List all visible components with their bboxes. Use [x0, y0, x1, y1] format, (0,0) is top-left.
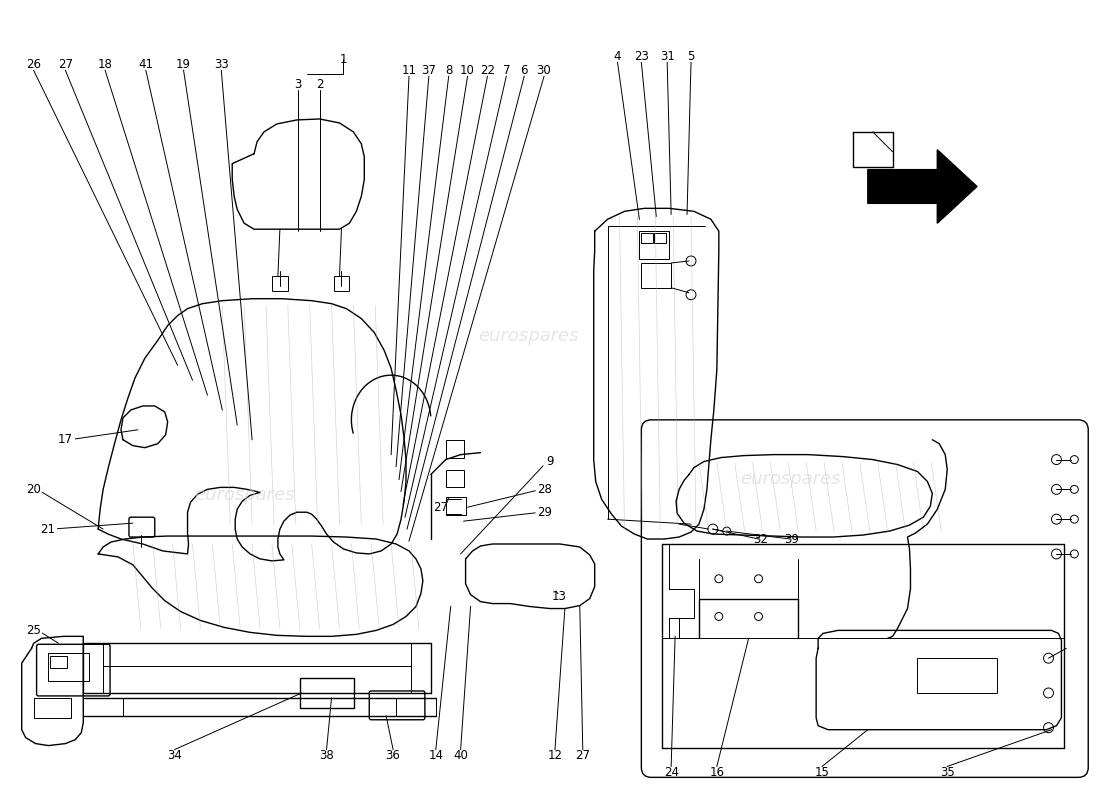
Bar — [333, 276, 350, 290]
Text: 27: 27 — [58, 58, 73, 71]
Text: 1: 1 — [340, 53, 348, 66]
Text: 40: 40 — [453, 749, 469, 762]
Text: 8: 8 — [446, 64, 452, 77]
Text: 35: 35 — [939, 766, 955, 779]
Text: 13: 13 — [551, 590, 566, 603]
Text: 36: 36 — [386, 749, 400, 762]
Text: 37: 37 — [421, 64, 437, 77]
Text: 5: 5 — [688, 50, 695, 63]
Bar — [299, 678, 354, 708]
Text: 10: 10 — [460, 64, 475, 77]
Bar — [446, 440, 463, 458]
Bar — [917, 658, 997, 693]
Text: 28: 28 — [538, 483, 552, 496]
Text: 15: 15 — [815, 766, 829, 779]
Text: 12: 12 — [548, 749, 562, 762]
Text: 34: 34 — [167, 749, 183, 762]
Text: 29: 29 — [538, 506, 552, 518]
Bar — [34, 698, 72, 718]
Text: 16: 16 — [710, 766, 724, 779]
Bar — [50, 656, 67, 668]
Text: 14: 14 — [428, 749, 443, 762]
Text: 4: 4 — [614, 50, 622, 63]
Bar — [446, 498, 465, 515]
Text: 33: 33 — [213, 58, 229, 71]
Polygon shape — [868, 150, 977, 223]
Text: 38: 38 — [319, 749, 334, 762]
Text: 21: 21 — [40, 522, 55, 535]
Bar — [641, 233, 653, 243]
Text: 19: 19 — [176, 58, 191, 71]
Text: 25: 25 — [26, 624, 41, 637]
Text: 23: 23 — [634, 50, 649, 63]
Text: 31: 31 — [660, 50, 674, 63]
Text: 7: 7 — [503, 64, 510, 77]
Text: 6: 6 — [520, 64, 528, 77]
Text: eurospares: eurospares — [194, 486, 295, 504]
Text: 3: 3 — [294, 78, 301, 90]
Text: 27: 27 — [433, 501, 449, 514]
Text: 32: 32 — [754, 533, 768, 546]
Text: eurospares: eurospares — [740, 470, 840, 489]
Text: 39: 39 — [784, 533, 799, 546]
Text: 11: 11 — [402, 64, 417, 77]
Text: 9: 9 — [547, 455, 553, 468]
Text: 2: 2 — [316, 78, 323, 90]
Bar — [639, 231, 669, 259]
Text: 20: 20 — [26, 483, 41, 496]
Bar — [272, 276, 288, 290]
Bar — [654, 233, 667, 243]
Text: 30: 30 — [537, 64, 551, 77]
Text: 22: 22 — [480, 64, 495, 77]
Text: 27: 27 — [575, 749, 591, 762]
Text: 24: 24 — [663, 766, 679, 779]
Bar — [446, 470, 463, 487]
Text: 18: 18 — [98, 58, 112, 71]
Text: eurospares: eurospares — [477, 327, 579, 346]
Text: 17: 17 — [58, 434, 73, 446]
Text: 41: 41 — [139, 58, 153, 71]
Text: 26: 26 — [26, 58, 41, 71]
Bar — [641, 263, 671, 288]
Bar — [47, 654, 89, 681]
